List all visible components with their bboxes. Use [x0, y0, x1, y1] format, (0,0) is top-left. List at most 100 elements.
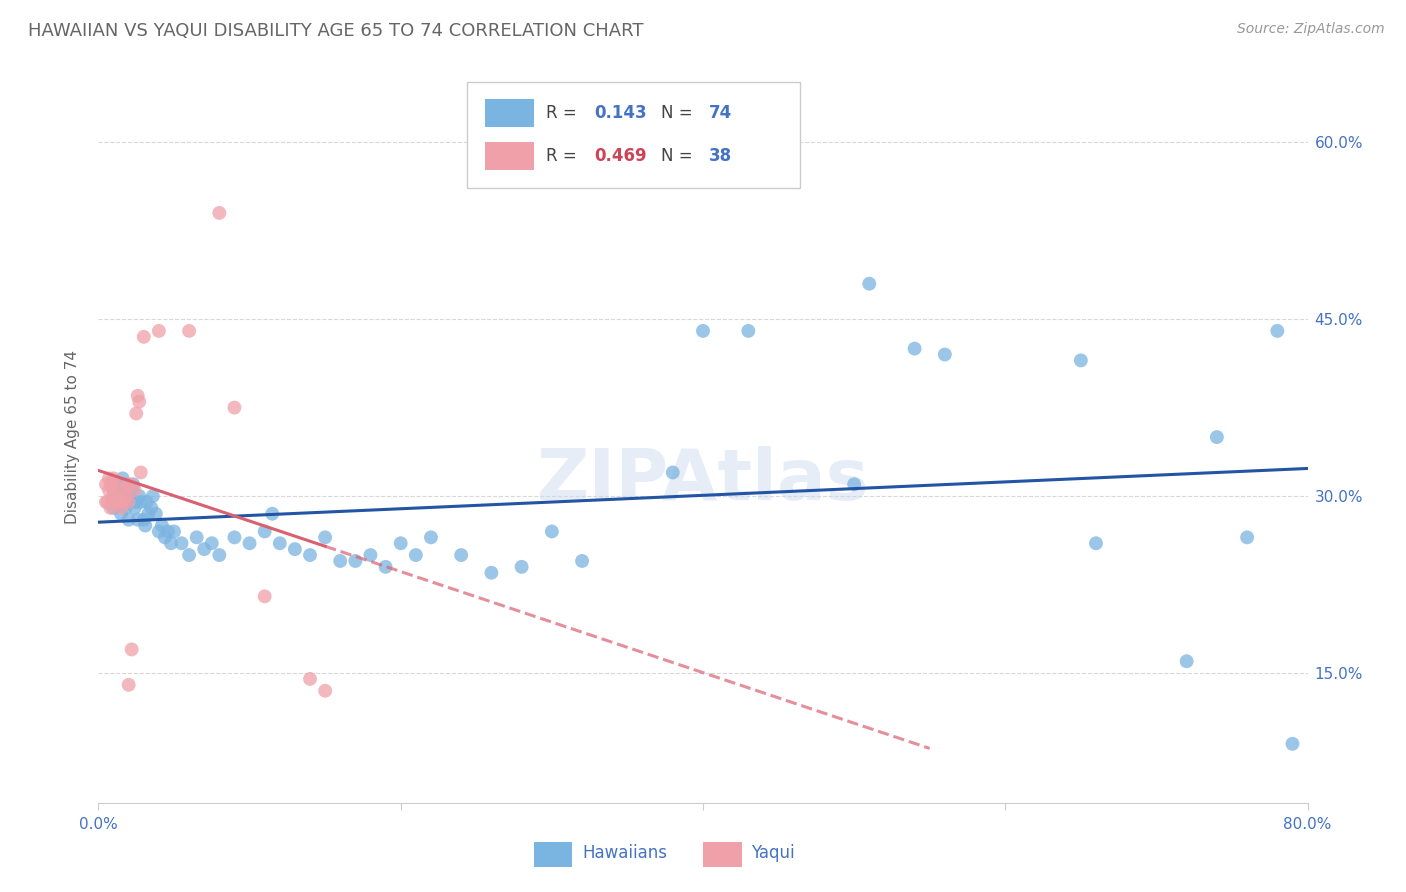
Point [904, 342, 927, 356]
Point [101, 495, 124, 509]
Point [141, 500, 163, 515]
Point [844, 477, 866, 491]
Point [127, 389, 149, 403]
Point [118, 678, 141, 692]
Text: HAWAIIAN VS YAQUI DISABILITY AGE 65 TO 74 CORRELATION CHART: HAWAIIAN VS YAQUI DISABILITY AGE 65 TO 7… [28, 22, 644, 40]
Point [160, 536, 183, 550]
Point [129, 466, 152, 480]
Point [1267, 324, 1289, 338]
Text: 0.143: 0.143 [595, 103, 647, 122]
Point [94, 495, 117, 509]
Point [114, 477, 136, 491]
Point [103, 489, 125, 503]
Point [153, 530, 176, 544]
Point [224, 530, 246, 544]
Point [186, 530, 208, 544]
Text: Source: ZipAtlas.com: Source: ZipAtlas.com [1237, 22, 1385, 37]
Point [124, 500, 146, 515]
FancyBboxPatch shape [703, 842, 742, 867]
Point [110, 507, 132, 521]
Point [1236, 530, 1258, 544]
Point [114, 489, 136, 503]
Point [125, 495, 148, 509]
Y-axis label: Disability Age 65 to 74: Disability Age 65 to 74 [65, 350, 80, 524]
Point [1070, 353, 1092, 368]
Point [103, 483, 125, 498]
Point [163, 524, 186, 539]
Point [120, 495, 142, 509]
Point [299, 548, 322, 562]
Point [107, 495, 129, 509]
Point [111, 495, 134, 509]
Point [269, 536, 291, 550]
Point [1281, 737, 1303, 751]
Point [405, 548, 427, 562]
Point [262, 507, 284, 521]
Point [98, 471, 121, 485]
Point [128, 489, 150, 503]
Text: ZIPAtlas: ZIPAtlas [537, 447, 869, 516]
Point [329, 554, 352, 568]
Point [510, 559, 533, 574]
FancyBboxPatch shape [485, 99, 534, 127]
Point [201, 536, 224, 550]
Point [150, 518, 173, 533]
Text: 74: 74 [709, 103, 733, 122]
Point [239, 536, 262, 550]
Point [284, 542, 307, 557]
Point [105, 477, 128, 491]
Point [122, 477, 145, 491]
Point [115, 489, 138, 503]
Point [737, 324, 759, 338]
Point [125, 407, 148, 421]
Point [136, 507, 159, 521]
Point [96, 495, 118, 509]
Point [100, 500, 122, 515]
Text: Yaqui: Yaqui [751, 844, 794, 862]
Text: 38: 38 [709, 147, 733, 165]
Point [145, 507, 167, 521]
Point [253, 590, 276, 604]
Point [108, 495, 131, 509]
Point [156, 524, 179, 539]
Point [148, 524, 170, 539]
Point [118, 513, 141, 527]
Text: 0.469: 0.469 [595, 147, 647, 165]
Point [124, 483, 146, 498]
Point [132, 513, 155, 527]
Text: Hawaiians: Hawaiians [582, 844, 666, 862]
Point [344, 554, 367, 568]
Point [103, 500, 125, 515]
Point [224, 401, 246, 415]
Point [127, 513, 149, 527]
Point [110, 489, 132, 503]
Point [108, 489, 131, 503]
Point [111, 471, 134, 485]
Text: N =: N = [661, 147, 697, 165]
Point [314, 530, 336, 544]
Point [132, 330, 155, 344]
Point [105, 489, 128, 503]
Text: R =: R = [546, 103, 582, 122]
Point [208, 548, 231, 562]
Point [858, 277, 880, 291]
Point [129, 495, 152, 509]
Point [111, 483, 134, 498]
Point [374, 559, 396, 574]
Point [450, 548, 472, 562]
Point [94, 477, 117, 491]
Point [208, 206, 231, 220]
Point [481, 566, 503, 580]
Point [118, 495, 141, 509]
Point [1175, 654, 1198, 668]
Point [135, 495, 157, 509]
FancyBboxPatch shape [467, 82, 800, 188]
Point [101, 477, 124, 491]
Point [112, 495, 135, 509]
Point [104, 477, 127, 491]
Point [142, 489, 165, 503]
Point [540, 524, 562, 539]
Text: R =: R = [546, 147, 582, 165]
Point [253, 524, 276, 539]
Point [934, 347, 956, 361]
